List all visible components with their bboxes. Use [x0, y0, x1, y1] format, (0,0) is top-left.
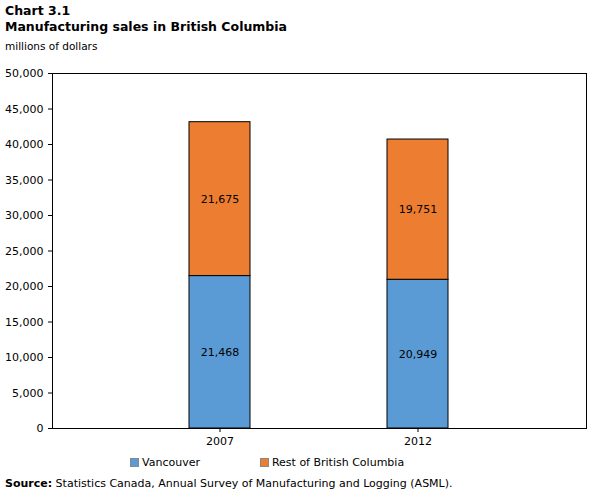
html-text:Vancouver: Vancouver [142, 455, 200, 469]
svg-text:30,000: 30,000 [5, 209, 44, 222]
html-text:Chart 3.1: Chart 3.1 [5, 3, 71, 18]
html-text:Source: Statistics Canada, Ann: Source: Statistics Canada, Annual Survey… [5, 477, 453, 490]
svg-text:20,949: 20,949 [399, 348, 438, 361]
svg-text:2012: 2012 [404, 435, 432, 448]
html-text:millions of dollars: millions of dollars [5, 40, 98, 52]
svg-text:21,468: 21,468 [201, 346, 240, 359]
svg-text:45,000: 45,000 [5, 103, 44, 116]
svg-text:25,000: 25,000 [5, 245, 44, 258]
html-text:Manufacturing sales in British: Manufacturing sales in British Columbia [5, 19, 287, 34]
svg-text:20,000: 20,000 [5, 280, 44, 293]
svg-text:50,000: 50,000 [5, 67, 44, 80]
svg-text:5,000: 5,000 [12, 387, 44, 400]
svg-text:0: 0 [37, 422, 44, 435]
svg-text:2007: 2007 [206, 435, 234, 448]
html-text:Rest of British Columbia: Rest of British Columbia [271, 455, 405, 469]
svg-text:21,675: 21,675 [201, 193, 240, 206]
svg-text:35,000: 35,000 [5, 174, 44, 187]
svg-text:19,751: 19,751 [399, 203, 438, 216]
svg-text:15,000: 15,000 [5, 316, 44, 329]
svg-text:40,000: 40,000 [5, 138, 44, 151]
svg-text:10,000: 10,000 [5, 351, 44, 364]
